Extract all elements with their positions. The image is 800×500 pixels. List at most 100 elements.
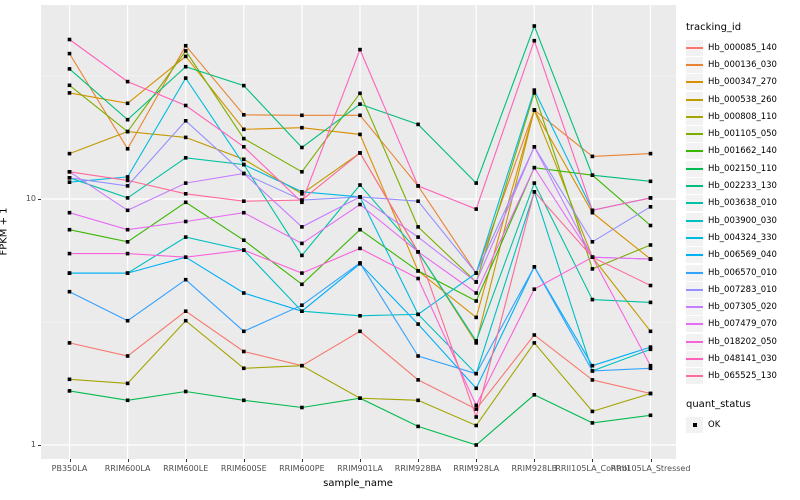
x-tick-mark — [127, 459, 129, 462]
legend-items: Hb_000085_140 Hb_000136_030 Hb_000347_270 H… — [686, 39, 798, 385]
legend-item-Hb_000808_110: Hb_000808_110 — [686, 108, 798, 125]
legend-line-icon — [686, 185, 703, 188]
x-tick-mark — [476, 459, 478, 462]
legend-item-Hb_000136_030: Hb_000136_030 — [686, 56, 798, 73]
legend-item-label: OK — [708, 419, 721, 430]
legend-item-Hb_006569_040: Hb_006569_040 — [686, 247, 798, 264]
legend-item-label: Hb_002233_130 — [708, 181, 777, 192]
legend-item-Hb_001662_140: Hb_001662_140 — [686, 143, 798, 160]
legend-key-swatch — [686, 143, 703, 160]
legend-item-label: Hb_003900_030 — [708, 215, 777, 226]
legend-item-Hb_006570_010: Hb_006570_010 — [686, 264, 798, 281]
legend-key-swatch — [686, 91, 703, 108]
data-points — [67, 24, 653, 447]
legend-item-Hb_065525_130: Hb_065525_130 — [686, 368, 798, 385]
legend-line-icon — [686, 219, 703, 222]
x-tick-label-RRIM600LE: RRIM600LE — [163, 464, 209, 473]
legend-line-icon — [686, 271, 703, 274]
legend-item-label: Hb_000136_030 — [708, 59, 777, 70]
legend-line-icon — [686, 288, 703, 291]
plot-panel — [41, 5, 676, 459]
legend-item-Hb_003638_010: Hb_003638_010 — [686, 195, 798, 212]
x-tick-label-RRIM928LB: RRIM928LB — [511, 464, 558, 473]
legend-key-swatch — [686, 108, 703, 125]
legend-line-icon — [686, 236, 703, 239]
legend-key-swatch — [686, 178, 703, 195]
legend-key-swatch — [686, 160, 703, 177]
legend-item-label: Hb_006570_010 — [708, 267, 777, 278]
legend-line-icon — [686, 167, 703, 170]
legend-item-label: Hb_048141_030 — [708, 353, 777, 364]
y-tick-label: 10 — [25, 194, 36, 203]
legend-key-swatch — [686, 74, 703, 91]
legend-key-swatch — [686, 195, 703, 212]
x-tick-mark — [185, 459, 187, 462]
legend-key-swatch — [686, 416, 703, 433]
x-tick-mark — [243, 459, 245, 462]
legend-item-Hb_000538_260: Hb_000538_260 — [686, 91, 798, 108]
legend-item-Hb_048141_030: Hb_048141_030 — [686, 350, 798, 367]
black-square-point-icon — [692, 423, 697, 428]
legend-item-Hb_007305_020: Hb_007305_020 — [686, 298, 798, 316]
x-tick-label-PB350LA: PB350LA — [51, 464, 88, 473]
legend-title: tracking_id — [686, 22, 742, 33]
legend-item-label: Hb_001105_050 — [708, 129, 777, 140]
legend-line-icon — [686, 202, 703, 205]
x-tick-mark — [360, 459, 361, 462]
legend-key-swatch — [686, 350, 703, 367]
x-tick-label-RRIM600LA: RRIM600LA — [104, 464, 151, 473]
legend-key-swatch — [686, 316, 703, 333]
legend-line-icon — [686, 133, 703, 136]
legend-item-label: Hb_000808_110 — [708, 111, 777, 122]
y-tick-label: 1 — [30, 440, 36, 449]
legend-item-label: Hb_007283_010 — [708, 284, 777, 295]
legend-item-label: Hb_002150_110 — [708, 163, 777, 174]
legend-item-label: Hb_000347_270 — [708, 77, 777, 88]
legend-line-icon — [686, 357, 703, 360]
legend-key-swatch — [686, 333, 703, 350]
legend-item-Hb_003900_030: Hb_003900_030 — [686, 212, 798, 229]
legend2-title: quant_status — [686, 398, 751, 410]
x-tick-label-RRII105LA_Control: RRII105LA_Control — [555, 464, 630, 473]
legend-line-icon — [686, 81, 703, 84]
legend-item-Hb_002233_130: Hb_002233_130 — [686, 177, 798, 195]
legend-key-swatch — [686, 126, 703, 143]
x-tick-label-RRII105LA_Stressed: RRII105LA_Stressed — [610, 464, 691, 473]
x-tick-mark — [650, 459, 652, 462]
legend-key-swatch — [686, 56, 703, 73]
legend-line-icon — [686, 150, 703, 153]
legend-item-label: Hb_007305_020 — [708, 302, 777, 313]
line-chart — [41, 5, 676, 459]
legend-item-Hb_018202_050: Hb_018202_050 — [686, 333, 798, 350]
y-axis-title: FPKM + 1 — [0, 207, 10, 256]
x-tick-label-RRIM600PE: RRIM600PE — [279, 464, 325, 473]
legend-item-label: Hb_006569_040 — [708, 250, 777, 261]
legend-line-icon — [686, 306, 703, 309]
x-tick-label-RRIM928LA: RRIM928LA — [453, 464, 500, 473]
legend-item-label: Hb_000085_140 — [708, 42, 777, 53]
legend-line-icon — [686, 98, 703, 101]
legend-line-icon — [686, 323, 703, 326]
legend-key-swatch — [686, 212, 703, 229]
x-tick-mark — [69, 459, 71, 462]
legend-line-icon — [686, 375, 703, 378]
legend-line-icon — [686, 340, 703, 343]
legend-quant-status: quant_status OK — [686, 399, 798, 433]
legend-item-label: Hb_018202_050 — [708, 336, 777, 347]
x-tick-mark — [534, 459, 536, 462]
legend-item-label: Hb_004324_330 — [708, 232, 777, 243]
x-tick-mark — [418, 459, 420, 462]
y-tick-mark — [38, 199, 41, 200]
legend-item-label: Hb_001662_140 — [708, 146, 777, 157]
legend-item-Hb_004324_330: Hb_004324_330 — [686, 229, 798, 246]
x-tick-label-RRIM928BA: RRIM928BA — [394, 464, 442, 473]
legend-item-label: Hb_000538_260 — [708, 94, 777, 105]
x-tick-label-RRIM901LA: RRIM901LA — [337, 464, 383, 473]
legend-key-swatch — [686, 299, 703, 316]
legend-line-icon — [686, 115, 703, 118]
legend-key-swatch — [686, 281, 703, 298]
legend-line-icon — [686, 46, 703, 49]
legend-line-icon — [686, 254, 703, 257]
x-axis-title: sample_name — [323, 478, 393, 489]
legend-key-swatch — [686, 368, 703, 385]
